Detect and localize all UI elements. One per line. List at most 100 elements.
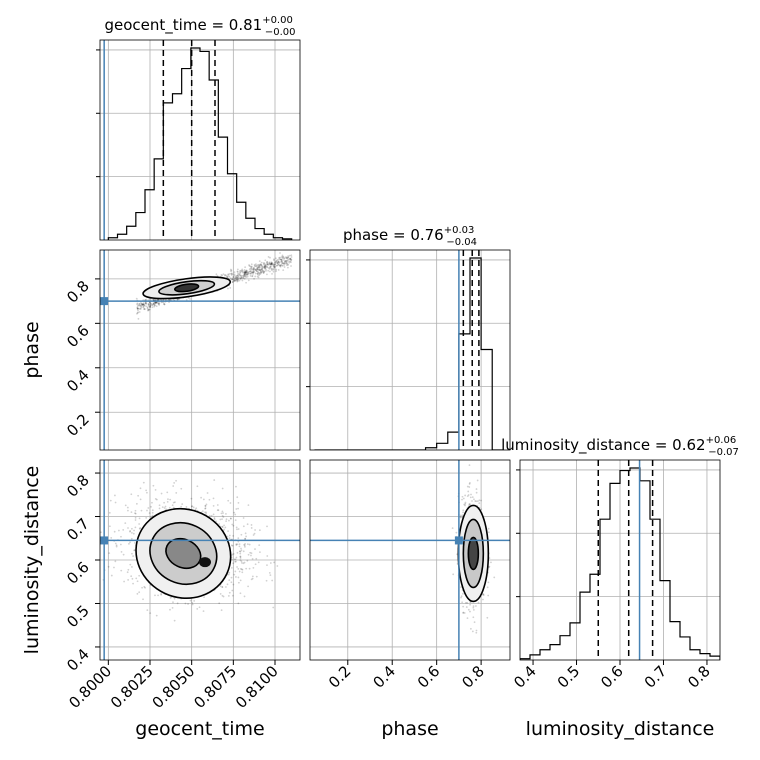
sample-point: [232, 275, 235, 278]
sample-point: [260, 265, 263, 268]
sample-point: [269, 562, 272, 564]
sample-point: [144, 302, 147, 304]
sample-point: [286, 259, 289, 262]
sample-point: [236, 268, 239, 271]
sample-point: [226, 275, 228, 278]
sample-point: [145, 516, 148, 519]
sample-point: [269, 263, 272, 266]
sample-point: [145, 298, 148, 301]
sample-point: [115, 545, 118, 548]
sample-point: [135, 502, 138, 505]
sample-point: [256, 268, 259, 271]
sample-point: [235, 543, 238, 546]
sample-point: [251, 557, 254, 560]
sample-point: [140, 302, 143, 305]
sample-point: [233, 573, 236, 576]
sample-point: [255, 265, 258, 268]
sample-point: [482, 593, 485, 596]
sample-point: [151, 304, 154, 307]
panel-border: [309, 249, 511, 451]
sample-point: [230, 544, 233, 547]
sample-point: [488, 565, 491, 568]
y-tick-label: 0.8: [63, 471, 93, 501]
sample-point: [142, 304, 145, 306]
sample-point: [154, 298, 157, 301]
sample-point: [253, 277, 255, 280]
sample-point: [233, 279, 236, 282]
sample-point: [471, 500, 473, 502]
sample-point: [236, 280, 239, 283]
sample-point: [163, 501, 166, 504]
sample-point: [289, 257, 292, 260]
sample-point: [175, 479, 177, 482]
sample-point: [208, 514, 211, 517]
sample-point: [272, 606, 275, 609]
sample-point: [289, 260, 292, 263]
sample-point: [238, 273, 241, 276]
x-axis-label-geocent_time: geocent_time: [135, 718, 264, 740]
sample-point: [288, 261, 291, 264]
sample-point: [231, 553, 234, 556]
sample-point: [221, 525, 224, 528]
sample-point: [227, 273, 230, 276]
sample-point: [120, 535, 122, 538]
sample-point: [232, 276, 235, 279]
sample-point: [242, 277, 244, 279]
sample-point: [189, 599, 192, 602]
sample-point: [233, 274, 236, 277]
sample-point: [269, 266, 272, 268]
sample-point: [141, 303, 144, 306]
sample-point: [228, 272, 231, 275]
sample-point: [289, 258, 292, 261]
sample-point: [239, 568, 242, 570]
sample-point: [257, 561, 260, 564]
sample-point: [246, 543, 249, 545]
sample-point: [158, 507, 161, 510]
sample-point: [237, 576, 240, 579]
sample-point: [172, 501, 175, 504]
sample-point: [242, 276, 245, 279]
sample-point: [233, 271, 236, 274]
sample-point: [257, 270, 259, 273]
sample-point: [219, 585, 222, 588]
sample-point: [139, 307, 142, 310]
sample-point: [255, 268, 258, 271]
sample-point: [471, 630, 474, 633]
sample-point: [257, 266, 259, 269]
sample-point: [139, 305, 142, 308]
sample-point: [236, 270, 239, 273]
sample-point: [213, 518, 216, 521]
sample-point: [462, 605, 465, 608]
sample-point: [228, 591, 231, 594]
sample-point: [149, 306, 152, 308]
sample-point: [140, 302, 143, 305]
sample-point: [137, 309, 139, 312]
sample-point: [218, 602, 221, 605]
sample-point: [262, 272, 265, 274]
sample-point: [243, 271, 246, 274]
sample-point: [135, 297, 138, 300]
sample-point: [174, 501, 176, 504]
sample-point: [234, 519, 237, 522]
sample-point: [266, 555, 269, 557]
sample-point: [149, 612, 152, 615]
sample-point: [283, 262, 285, 265]
sample-point: [141, 303, 144, 306]
sample-point: [242, 275, 245, 277]
sample-point: [138, 307, 141, 310]
sample-point: [276, 262, 279, 265]
sample-point: [230, 566, 233, 569]
sample-point: [247, 272, 249, 275]
sample-point: [272, 267, 274, 270]
y-tick-label: 0.2: [63, 410, 93, 440]
sample-point: [251, 575, 254, 578]
sample-point: [166, 501, 169, 503]
sample-point: [191, 505, 193, 507]
sample-point: [272, 270, 275, 273]
x-tick-label: 0.4: [510, 662, 540, 692]
sample-point: [97, 506, 99, 508]
sample-point: [246, 273, 249, 276]
sample-point: [270, 263, 273, 266]
x-tick-label: 0.6: [414, 662, 444, 692]
sample-point: [251, 577, 254, 580]
